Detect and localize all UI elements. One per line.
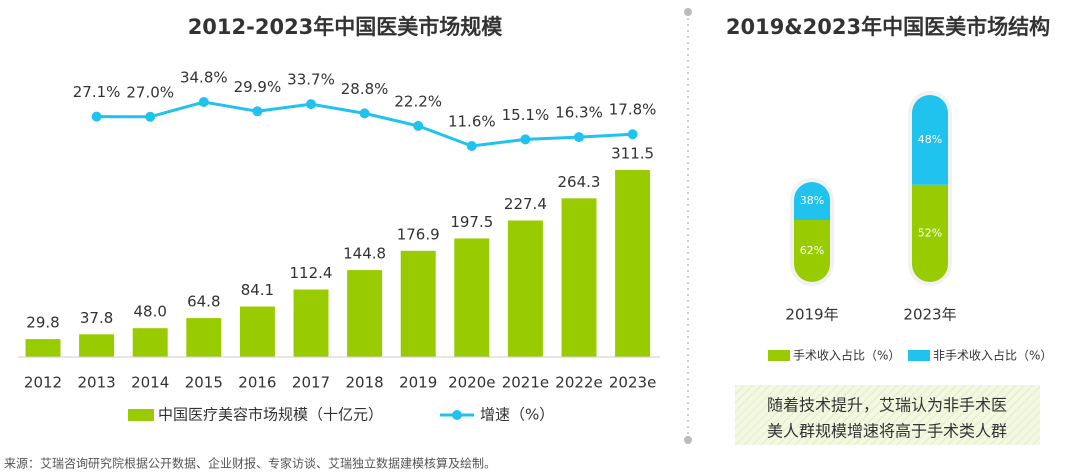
segment xyxy=(912,95,948,185)
line-point xyxy=(252,106,263,117)
legend-marker xyxy=(452,410,462,420)
legend-label: 手术收入占比（%） xyxy=(793,348,900,363)
chart-title: 2012-2023年中国医美市场规模 xyxy=(188,15,504,39)
x-tick-label: 2012 xyxy=(24,374,62,392)
x-tick-label: 2016 xyxy=(238,374,276,392)
x-tick-label: 2019 xyxy=(399,374,437,392)
bar-label: 264.3 xyxy=(558,173,601,191)
bar xyxy=(79,334,115,357)
bar-label: 311.5 xyxy=(611,145,654,163)
bar-label: 37.8 xyxy=(80,309,113,327)
source: 来源：艾瑞咨询研究院根据公开数据、企业财报、专家访谈、艾瑞独立数据建模核算及绘制… xyxy=(4,456,496,471)
bar-label: 227.4 xyxy=(504,195,547,213)
line-label: 33.7% xyxy=(287,71,335,89)
bar-label: 197.5 xyxy=(450,213,493,231)
divider-dot xyxy=(684,436,692,444)
segment xyxy=(794,220,830,282)
line-point xyxy=(306,99,316,110)
x-tick-label: 2023年 xyxy=(903,306,956,324)
bar xyxy=(186,318,222,357)
legend-swatch xyxy=(768,350,790,361)
segment-label: 62% xyxy=(800,244,824,257)
segment-label: 52% xyxy=(918,226,942,239)
line-label: 16.3% xyxy=(555,104,603,122)
bar-label: 29.8 xyxy=(26,314,59,332)
line-point xyxy=(359,108,370,119)
segment-label: 38% xyxy=(800,194,824,207)
bar xyxy=(347,270,383,357)
line-point xyxy=(145,111,156,122)
divider-dot xyxy=(684,8,692,16)
x-tick-label: 2014 xyxy=(131,374,169,392)
bar xyxy=(454,238,490,357)
bar xyxy=(25,339,61,357)
bar xyxy=(239,306,275,357)
line-label: 22.2% xyxy=(394,92,442,110)
line-label: 29.9% xyxy=(234,78,282,96)
line-label: 17.8% xyxy=(609,101,657,119)
capsule xyxy=(794,182,830,282)
bar xyxy=(507,220,543,357)
bar xyxy=(293,289,329,357)
legend-swatch xyxy=(908,350,930,361)
line-point xyxy=(627,129,638,140)
x-tick-label: 2019年 xyxy=(785,306,838,324)
bar-label: 176.9 xyxy=(397,225,440,243)
bar-label: 48.0 xyxy=(133,303,166,321)
x-tick-label: 2018 xyxy=(346,374,384,392)
x-tick-label: 2022e xyxy=(555,374,602,392)
x-tick-label: 2023e xyxy=(609,374,656,392)
legend-swatch xyxy=(128,409,154,421)
segment-label: 48% xyxy=(918,133,942,146)
x-tick-label: 2013 xyxy=(78,374,116,392)
legend-label: 非手术收入占比（%） xyxy=(933,348,1052,363)
note-box xyxy=(735,385,1040,445)
note-text: 美人群规模增速将高于手术类人群 xyxy=(767,422,1007,441)
legend-label: 中国医疗美容市场规模（十亿元） xyxy=(158,406,383,424)
line-label: 34.8% xyxy=(180,69,228,87)
segment xyxy=(912,184,948,282)
line-point xyxy=(574,132,584,143)
x-tick-label: 2021e xyxy=(502,374,549,392)
bar-label: 112.4 xyxy=(290,264,333,282)
bar xyxy=(615,170,651,357)
segment xyxy=(794,182,830,220)
chart-title: 2019&2023年中国医美市场结构 xyxy=(726,15,1050,39)
x-tick-label: 2020e xyxy=(448,374,495,392)
bar-label: 64.8 xyxy=(187,293,220,311)
line-point xyxy=(466,141,477,151)
line-point xyxy=(413,120,424,131)
note-text: 随着技术提升，艾瑞认为非手术医 xyxy=(767,396,1007,415)
capsule xyxy=(912,95,948,282)
bar-label: 144.8 xyxy=(343,245,386,263)
line-point xyxy=(520,134,531,145)
line-label: 28.8% xyxy=(341,80,389,98)
x-tick-label: 2017 xyxy=(292,374,330,392)
bar xyxy=(400,250,436,357)
line-label: 27.1% xyxy=(73,83,121,101)
bar-label: 84.1 xyxy=(241,281,274,299)
bar xyxy=(561,198,597,357)
legend-label: 增速（%） xyxy=(480,406,554,424)
x-tick-label: 2015 xyxy=(185,374,223,392)
line-label: 27.0% xyxy=(126,83,174,101)
line-point xyxy=(91,111,102,122)
line-point xyxy=(198,97,209,107)
line-label: 11.6% xyxy=(448,113,496,131)
line-label: 15.1% xyxy=(502,106,550,124)
bar xyxy=(132,328,168,357)
